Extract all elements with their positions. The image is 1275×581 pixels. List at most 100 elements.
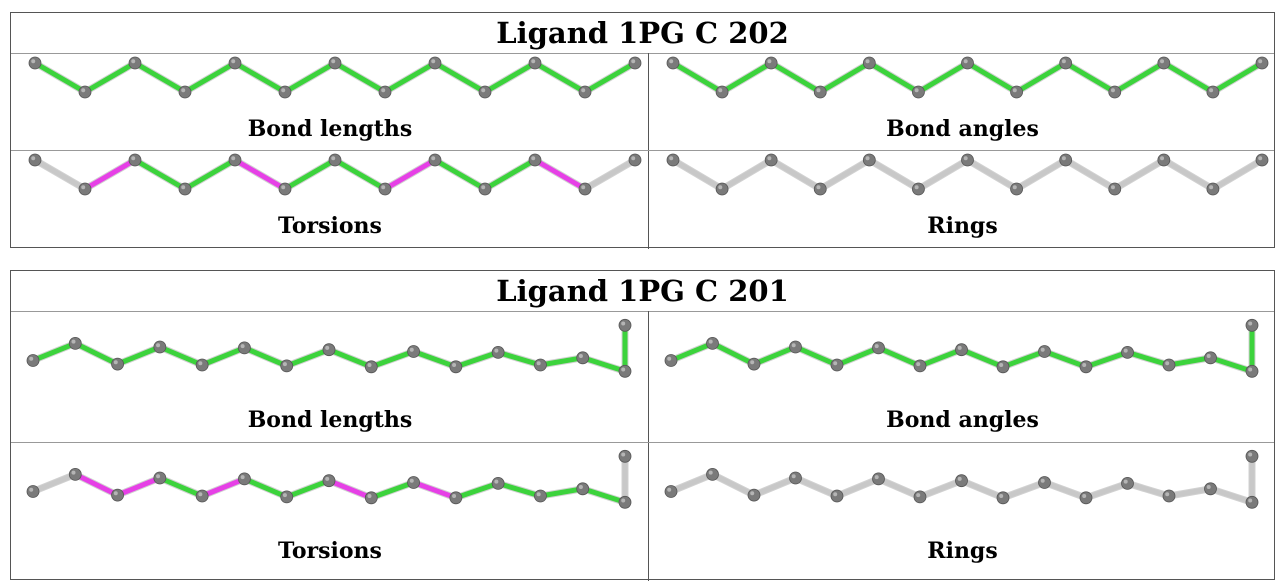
bond (668, 340, 715, 363)
atom-highlight (865, 156, 870, 161)
atom-highlight (29, 356, 34, 361)
molecule-diagram (26, 449, 632, 509)
bond (282, 60, 338, 95)
atom-highlight (481, 88, 486, 93)
bond (834, 345, 881, 368)
atom (228, 153, 242, 167)
atom (26, 354, 40, 367)
atom-highlight (331, 59, 336, 64)
atom (478, 182, 492, 196)
atom (862, 56, 876, 70)
molecule-diagram (664, 318, 1259, 378)
atom-highlight (581, 185, 586, 190)
atom-highlight (1160, 59, 1165, 64)
atom (28, 153, 42, 167)
atom-highlight (865, 59, 870, 64)
atom (280, 490, 294, 504)
atom (578, 85, 592, 99)
atom (913, 359, 927, 373)
bond (793, 344, 840, 368)
atom-highlight (531, 156, 536, 161)
atom-highlight (1209, 185, 1214, 190)
atom-highlight (1012, 185, 1017, 190)
bond (232, 157, 288, 192)
bond (1125, 480, 1172, 499)
atom-highlight (29, 487, 34, 492)
bond (1166, 355, 1213, 368)
bond (432, 60, 488, 95)
bond (1112, 60, 1167, 95)
bond (1166, 486, 1213, 499)
atom-highlight (667, 356, 672, 361)
atom (872, 341, 885, 355)
atom (128, 153, 142, 167)
bond (1063, 60, 1118, 95)
bond (917, 478, 964, 500)
atom (528, 56, 542, 70)
cell-torsions: Torsions (11, 150, 649, 247)
atom-highlight (240, 344, 245, 349)
atom (747, 488, 761, 502)
atom (1206, 85, 1220, 99)
atom (1245, 449, 1259, 463)
bond (965, 157, 1020, 192)
bond (382, 60, 438, 95)
atom-highlight (367, 494, 372, 498)
atom-highlight (631, 156, 636, 161)
bond (482, 60, 538, 95)
atom-highlight (281, 185, 286, 190)
atom (1255, 56, 1269, 70)
bond (710, 471, 757, 498)
atom-highlight (1061, 59, 1066, 64)
atom-highlight (914, 88, 919, 93)
atom (364, 360, 378, 374)
bond (199, 345, 247, 368)
bond (580, 486, 628, 505)
atom-highlight (669, 156, 674, 161)
atom-highlight (1123, 479, 1128, 484)
atom-highlight (71, 470, 76, 475)
atom-highlight (874, 475, 879, 480)
atom-highlight (181, 88, 186, 93)
cell-label: Bond lengths (247, 116, 413, 142)
atom (1010, 85, 1023, 99)
atom-highlight (1248, 498, 1253, 503)
bond (834, 476, 881, 499)
atom (628, 153, 642, 167)
atom-highlight (1206, 354, 1211, 358)
bond (1210, 157, 1265, 192)
bond (241, 345, 290, 369)
atom (789, 471, 802, 485)
atom (68, 337, 82, 350)
bond (1161, 60, 1216, 95)
atom-highlight (131, 59, 136, 64)
atom (238, 472, 251, 486)
atom (576, 351, 590, 365)
atom-highlight (452, 494, 457, 498)
atom-highlight (1258, 156, 1263, 161)
molecule-diagram (666, 56, 1269, 99)
atom-highlight (816, 88, 821, 93)
atom-highlight (1160, 156, 1165, 161)
atom-highlight (578, 354, 583, 358)
atom-highlight (718, 185, 723, 190)
atom-highlight (198, 361, 203, 366)
atom (789, 340, 802, 354)
bond (411, 480, 459, 501)
atom (280, 359, 294, 373)
atom-highlight (1061, 156, 1066, 161)
atom-highlight (1165, 361, 1170, 366)
atom-highlight (113, 491, 118, 496)
atom (912, 85, 925, 99)
bond (482, 157, 538, 192)
atom (1121, 477, 1134, 490)
atom (1108, 85, 1122, 99)
atom-highlight (708, 470, 713, 475)
atom-highlight (621, 452, 626, 457)
atom (1059, 153, 1073, 167)
bond (115, 344, 163, 367)
atom (449, 491, 463, 505)
molecule-diagram (28, 56, 642, 99)
bond (32, 60, 88, 95)
atom (618, 449, 632, 463)
